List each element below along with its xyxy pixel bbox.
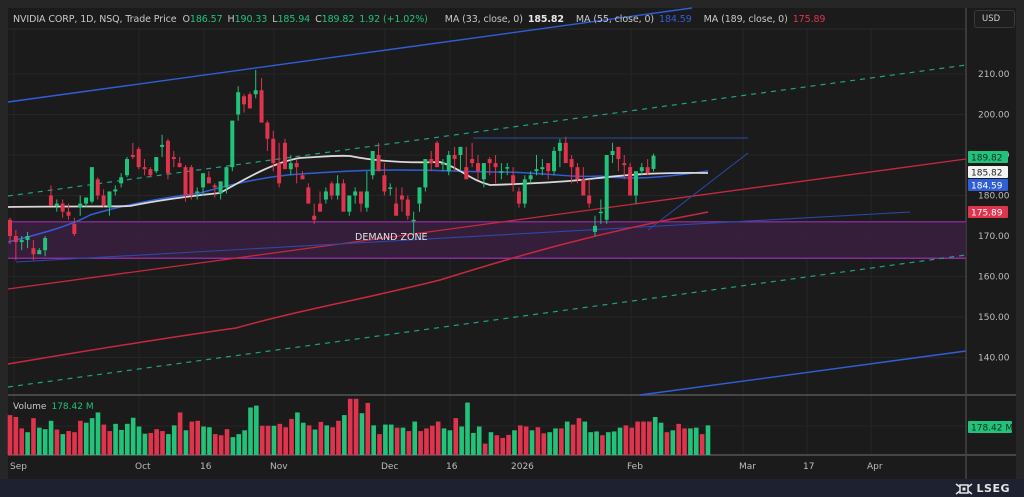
chart-legend: NVIDIA CORP, 1D, NSQ, Trade Price O 186.… xyxy=(13,12,825,26)
svg-text:185.82: 185.82 xyxy=(971,169,1003,179)
moving-average-lines xyxy=(7,154,709,243)
ma33-value: 185.82 xyxy=(527,13,564,25)
svg-text:140.00: 140.00 xyxy=(978,354,1010,364)
svg-text:200.00: 200.00 xyxy=(978,111,1010,121)
svg-text:170.00: 170.00 xyxy=(978,232,1010,242)
footer-bar xyxy=(0,479,1024,497)
svg-text:189.82: 189.82 xyxy=(971,154,1003,164)
svg-text:178.42 M: 178.42 M xyxy=(971,424,1013,434)
demand-zone xyxy=(8,221,966,259)
svg-text:Sep: Sep xyxy=(10,462,27,472)
low-value: 185.94 xyxy=(277,13,311,25)
open-label: O xyxy=(182,13,190,25)
ma33-label: MA (33, close, 0) xyxy=(444,13,523,25)
high-value: 190.33 xyxy=(234,13,268,25)
svg-text:2026: 2026 xyxy=(511,462,534,472)
svg-text:Mar: Mar xyxy=(739,462,756,472)
svg-text:184.59: 184.59 xyxy=(971,182,1003,192)
svg-text:175.89: 175.89 xyxy=(971,209,1003,219)
close-label: C xyxy=(315,13,322,25)
price-chart[interactable]: 140.00150.00160.00170.00180.00190.00200.… xyxy=(0,0,1024,479)
brand-name: LSEG xyxy=(976,482,1010,495)
ma189-value: 175.89 xyxy=(792,13,826,25)
demand-zone-label: DEMAND ZONE xyxy=(355,232,428,243)
currency-button[interactable]: USD xyxy=(974,10,1015,28)
symbol-title: NVIDIA CORP, 1D, NSQ, Trade Price xyxy=(13,13,177,25)
svg-text:210.00: 210.00 xyxy=(978,70,1010,80)
ma189-label: MA (189, close, 0) xyxy=(703,13,788,25)
volume-bars xyxy=(7,398,711,455)
candlesticks xyxy=(8,69,656,261)
volume-value: 178.42 M xyxy=(51,402,94,412)
svg-text:Oct: Oct xyxy=(135,462,151,472)
axes: 140.00150.00160.00170.00180.00190.00200.… xyxy=(10,70,1013,472)
volume-label: Volume xyxy=(13,402,47,412)
low-label: L xyxy=(272,13,278,25)
svg-text:Nov: Nov xyxy=(270,462,288,472)
high-label: H xyxy=(227,13,235,25)
svg-text:17: 17 xyxy=(803,462,814,472)
svg-text:Feb: Feb xyxy=(627,462,643,472)
open-value: 186.57 xyxy=(189,13,223,25)
svg-text:180.00: 180.00 xyxy=(978,192,1010,202)
close-value: 189.82 xyxy=(321,13,355,25)
svg-text:160.00: 160.00 xyxy=(978,273,1010,283)
ma55-label: MA (55, close, 0) xyxy=(575,13,655,25)
brand-logo: LSEG xyxy=(955,482,1010,495)
svg-text:Apr: Apr xyxy=(867,462,883,472)
ma55-value: 184.59 xyxy=(659,13,692,25)
svg-text:16: 16 xyxy=(446,462,458,472)
trend-lines xyxy=(7,7,967,396)
lseg-crest-icon xyxy=(955,482,972,495)
volume-legend: Volume 178.42 M xyxy=(13,402,94,412)
svg-text:16: 16 xyxy=(200,462,212,472)
svg-text:Dec: Dec xyxy=(381,462,398,472)
change-value: 1.92 (+1.02%) xyxy=(359,13,428,25)
svg-text:150.00: 150.00 xyxy=(978,313,1010,323)
